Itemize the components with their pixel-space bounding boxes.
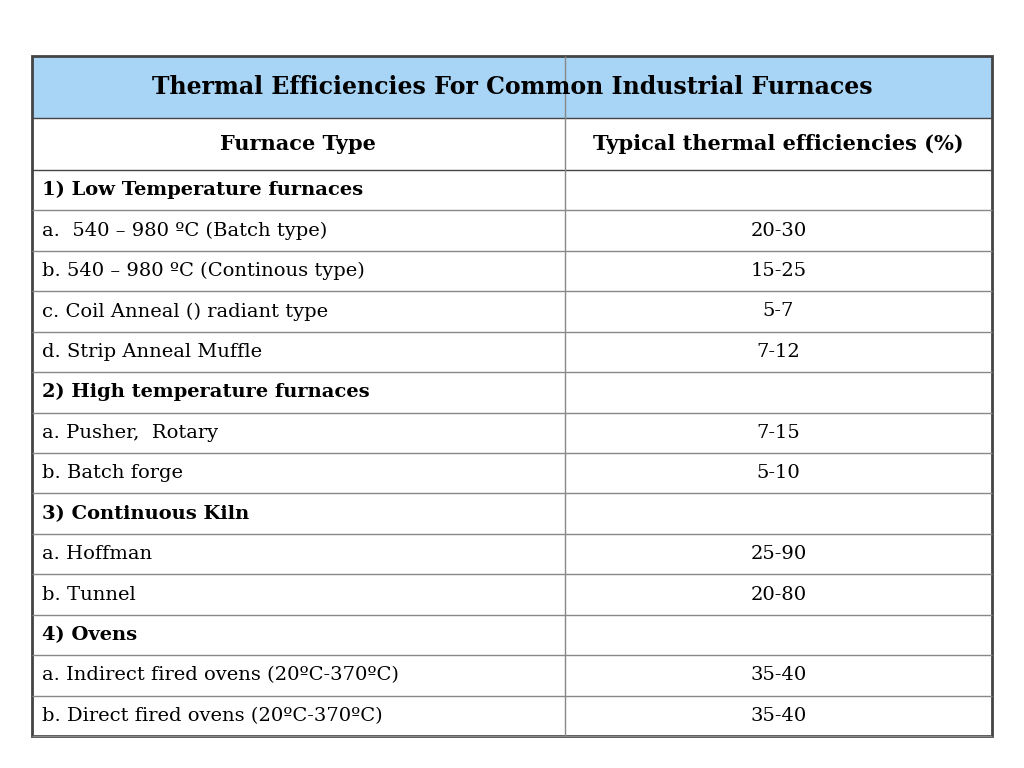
Text: Typical thermal efficiencies (%): Typical thermal efficiencies (%)	[593, 134, 964, 154]
Bar	[32, 118, 992, 170]
Text: c. Coil Anneal () radiant type: c. Coil Anneal () radiant type	[42, 303, 328, 320]
Text: 20-80: 20-80	[751, 585, 807, 604]
Text: 4) Ovens: 4) Ovens	[42, 626, 137, 644]
Bar	[32, 210, 992, 251]
Bar	[32, 574, 992, 614]
Text: b. Direct fired ovens (20ºC-370ºC): b. Direct fired ovens (20ºC-370ºC)	[42, 707, 383, 725]
Text: 7-12: 7-12	[757, 343, 801, 361]
Bar	[32, 493, 992, 534]
Text: 5-10: 5-10	[757, 464, 801, 482]
Text: 2) High temperature furnaces: 2) High temperature furnaces	[42, 383, 370, 402]
Bar	[32, 372, 992, 412]
Text: 25-90: 25-90	[751, 545, 807, 563]
Text: 35-40: 35-40	[751, 667, 807, 684]
Bar	[32, 655, 992, 696]
Text: a. Indirect fired ovens (20ºC-370ºC): a. Indirect fired ovens (20ºC-370ºC)	[42, 667, 399, 684]
Text: Furnace Type: Furnace Type	[220, 134, 377, 154]
Text: 15-25: 15-25	[751, 262, 807, 280]
Bar	[32, 412, 992, 453]
Text: Thermal Efficiencies For Common Industrial Furnaces: Thermal Efficiencies For Common Industri…	[152, 75, 872, 99]
Text: a. Pusher,  Rotary: a. Pusher, Rotary	[42, 424, 218, 442]
Text: 20-30: 20-30	[751, 222, 807, 240]
Bar	[32, 453, 992, 493]
Text: 1) Low Temperature furnaces: 1) Low Temperature furnaces	[42, 181, 364, 200]
Text: 35-40: 35-40	[751, 707, 807, 725]
Text: d. Strip Anneal Muffle: d. Strip Anneal Muffle	[42, 343, 262, 361]
Text: b. Batch forge: b. Batch forge	[42, 464, 183, 482]
Bar	[32, 251, 992, 291]
Text: 7-15: 7-15	[757, 424, 801, 442]
Bar	[32, 614, 992, 655]
Text: 5-7: 5-7	[763, 303, 794, 320]
Text: a.  540 – 980 ºC (Batch type): a. 540 – 980 ºC (Batch type)	[42, 221, 328, 240]
Text: b. 540 – 980 ºC (Continous type): b. 540 – 980 ºC (Continous type)	[42, 262, 365, 280]
Text: 3) Continuous Kiln: 3) Continuous Kiln	[42, 505, 249, 523]
Bar	[32, 291, 992, 332]
Bar	[32, 534, 992, 574]
Bar	[32, 696, 992, 736]
Bar	[32, 170, 992, 210]
Text: a. Hoffman: a. Hoffman	[42, 545, 153, 563]
Bar	[32, 56, 992, 118]
Bar	[32, 56, 992, 736]
Bar	[32, 332, 992, 372]
Text: b. Tunnel: b. Tunnel	[42, 585, 136, 604]
